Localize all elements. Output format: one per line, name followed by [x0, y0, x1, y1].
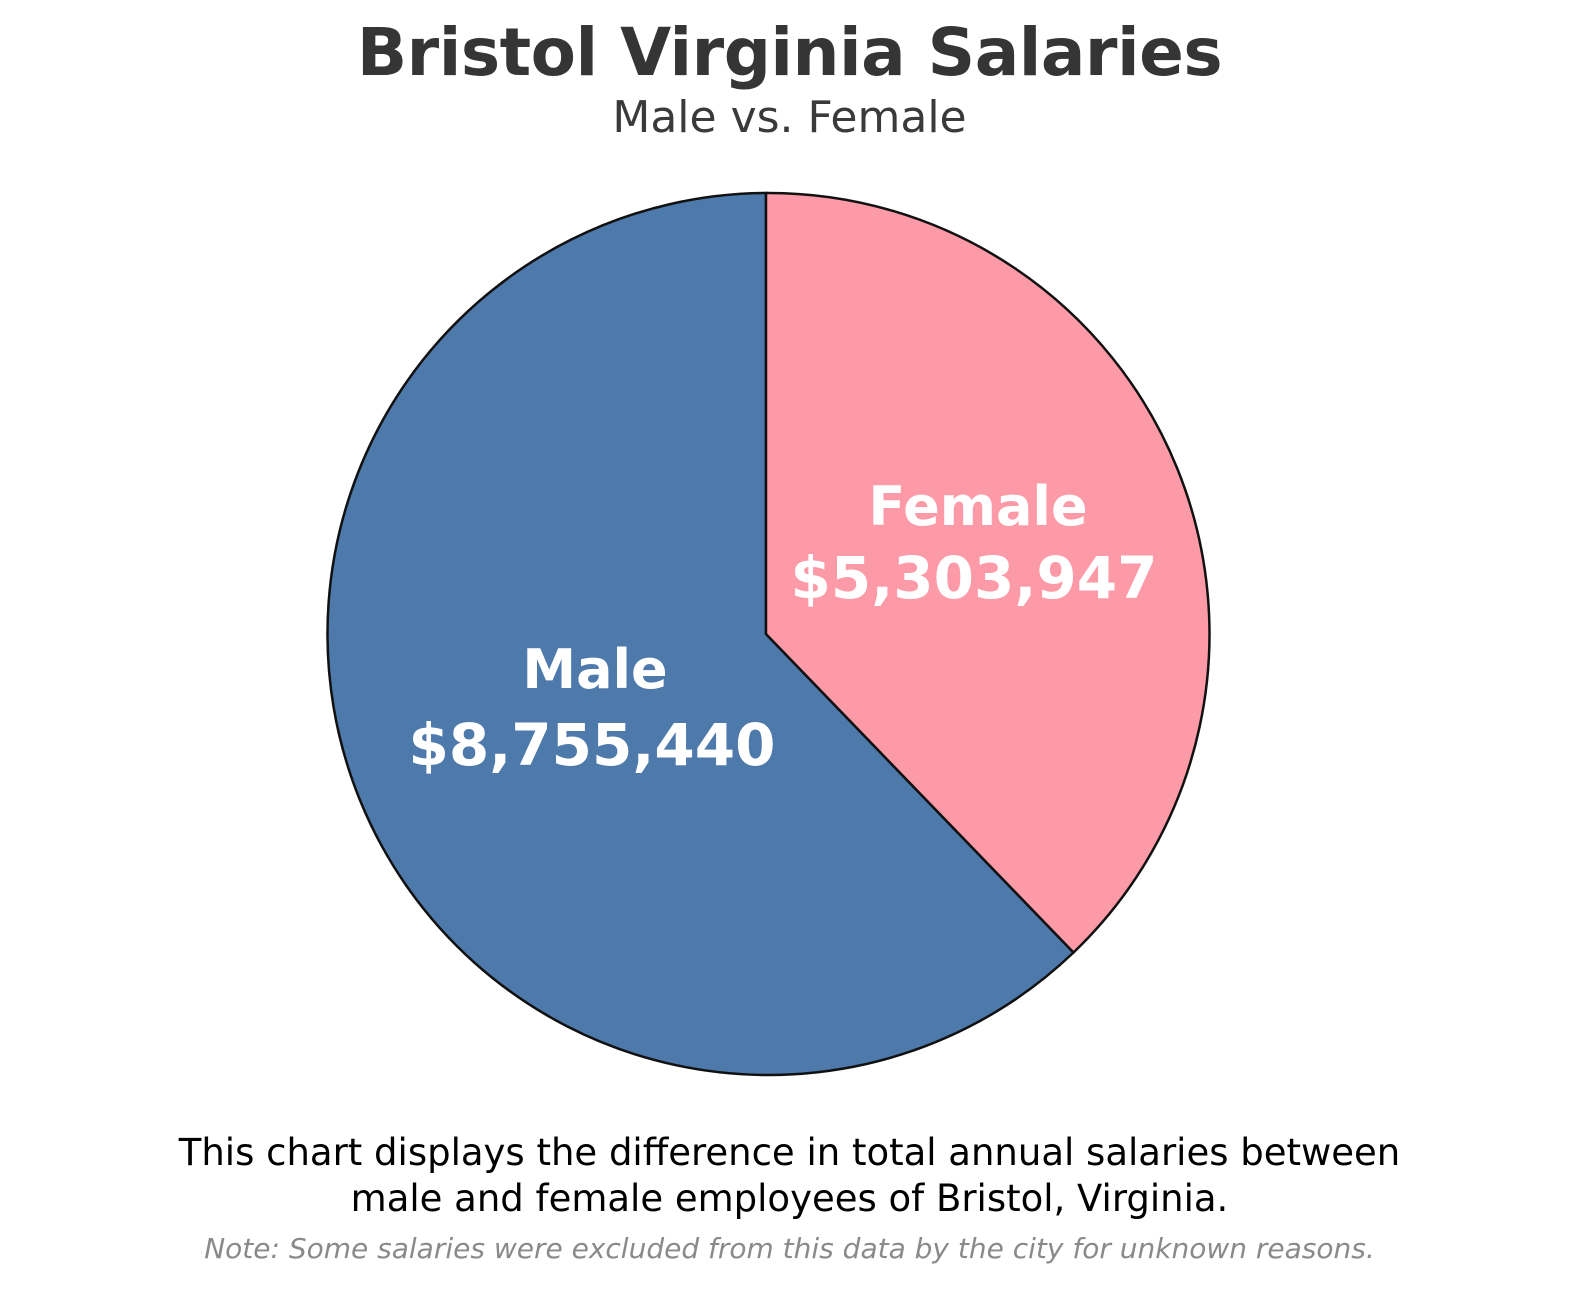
footer-description-line-1: This chart displays the difference in to… — [178, 1131, 1401, 1174]
pie-label-female-value: $5,303,947 — [791, 544, 1158, 612]
chart-footer: This chart displays the difference in to… — [0, 1130, 1579, 1265]
pie-label-male-name: Male — [522, 638, 667, 701]
footer-note: Note: Some salaries were excluded from t… — [204, 1231, 1375, 1265]
page-title: Bristol Virginia Salaries — [356, 14, 1223, 91]
footer-description-line-2: male and female employees of Bristol, Vi… — [350, 1176, 1229, 1220]
pie-label-female-name: Female — [868, 475, 1087, 538]
pie-label-male-value: $8,755,440 — [409, 711, 776, 779]
chart-subtitle: Male vs. Female — [612, 91, 967, 143]
chart-header: Bristol Virginia Salaries Male vs. Femal… — [0, 0, 1579, 142]
pie-slice-male[interactable] — [326, 191, 1076, 1077]
pie-slice-female[interactable] — [764, 191, 1211, 955]
